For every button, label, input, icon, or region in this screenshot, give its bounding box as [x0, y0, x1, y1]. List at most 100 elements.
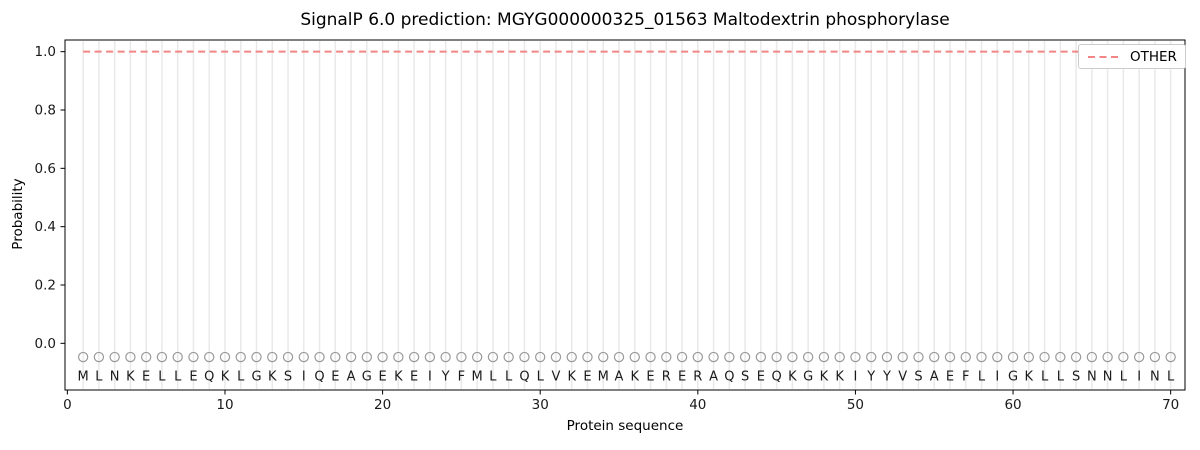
residue-marker — [109, 351, 120, 363]
sequence-letter: E — [189, 370, 197, 385]
residue-marker — [408, 351, 420, 363]
residue-marker — [724, 351, 735, 363]
sequence-letter: Q — [204, 370, 214, 385]
sequence-letter: A — [930, 370, 939, 385]
residue-marker — [519, 351, 530, 363]
sequence-letter: G — [1008, 370, 1018, 385]
axes-frame — [64, 39, 1186, 391]
sequence-letter: M — [598, 370, 609, 385]
sequence-letter: I — [854, 370, 858, 385]
sequence-letter: E — [678, 370, 686, 385]
sequence-letter: A — [615, 370, 624, 385]
residue-marker — [787, 351, 798, 363]
sequence-letter: R — [662, 370, 671, 385]
residue-marker — [330, 351, 341, 363]
sequence-letter: I — [428, 370, 432, 385]
residue-marker — [235, 351, 246, 363]
residue-marker — [1149, 351, 1161, 363]
sequence-letter: E — [583, 370, 591, 385]
y-tick-label: 0.6 — [35, 161, 56, 177]
sequence-letter: N — [1150, 370, 1160, 385]
residue-marker — [613, 351, 625, 363]
residue-marker — [440, 351, 451, 363]
residue-marker — [865, 351, 877, 363]
residue-marker — [1007, 351, 1019, 363]
sequence-letter: Y — [866, 370, 875, 385]
sequence-letter: I — [1137, 370, 1141, 385]
sequence-letter: L — [505, 370, 513, 385]
residue-marker — [282, 351, 294, 363]
sequence-letter: E — [757, 370, 765, 385]
residue-marker — [755, 351, 767, 363]
x-tick-label: 10 — [216, 397, 233, 413]
x-tick-label: 60 — [1004, 397, 1021, 413]
sequence-letter: E — [946, 370, 954, 385]
residue-marker — [629, 351, 640, 363]
sequence-letter: L — [158, 370, 166, 385]
sequence-letter: Q — [314, 370, 324, 385]
residue-marker — [645, 351, 656, 363]
residue-marker — [188, 351, 199, 363]
x-tick-label: 30 — [532, 397, 549, 413]
residue-marker — [125, 351, 136, 363]
x-tick-label: 0 — [63, 397, 72, 413]
x-axis-label: Protein sequence — [566, 418, 684, 434]
y-tick-label: 0.8 — [35, 103, 56, 119]
residue-marker — [456, 351, 467, 363]
residue-marker — [1039, 351, 1050, 363]
sequence-letter: A — [709, 370, 718, 385]
sequence-letter: N — [1103, 370, 1113, 385]
residue-marker — [487, 351, 499, 363]
y-tick-label: 1.0 — [35, 44, 56, 60]
sequence-letter: V — [552, 370, 561, 385]
residue-marker — [298, 351, 309, 363]
residue-marker — [1086, 351, 1098, 363]
residue-marker — [204, 351, 215, 363]
sequence-letter: K — [394, 370, 403, 385]
residue-marker — [802, 351, 814, 363]
residue-marker — [535, 351, 546, 363]
legend-box: OTHER — [1078, 44, 1186, 69]
x-tick-label: 40 — [689, 397, 706, 413]
residue-marker — [550, 351, 562, 363]
sequence-letter: K — [1025, 370, 1034, 385]
sequence-letter: I — [995, 370, 999, 385]
sequence-letter: K — [567, 370, 576, 385]
residue-marker — [960, 351, 971, 363]
sequence-letter: A — [347, 370, 356, 385]
residue-marker — [676, 351, 688, 363]
residue-marker — [834, 351, 845, 363]
sequence-letter: S — [914, 370, 922, 385]
y-tick-label: 0.4 — [35, 219, 56, 235]
residue-marker — [771, 351, 782, 363]
residue-marker — [913, 351, 924, 363]
x-tick-label: 50 — [847, 397, 864, 413]
sequence-letter: S — [1072, 370, 1080, 385]
sequence-letter: K — [835, 370, 844, 385]
residue-marker — [739, 351, 751, 363]
residue-marker — [929, 351, 940, 363]
residue-marker — [1070, 351, 1082, 363]
residue-marker — [661, 351, 672, 363]
residue-marker — [708, 351, 719, 363]
sequence-letter: V — [898, 370, 907, 385]
sequence-letter: E — [331, 370, 339, 385]
x-tick-label: 20 — [374, 397, 391, 413]
residue-marker — [1165, 351, 1176, 363]
residue-marker — [566, 351, 577, 363]
sequence-letter: Y — [882, 370, 891, 385]
residue-marker — [1023, 351, 1035, 363]
sequence-letter: L — [1167, 370, 1175, 385]
sequence-letter: E — [142, 370, 150, 385]
sequence-letter: L — [489, 370, 497, 385]
residue-marker — [503, 351, 514, 363]
sequence-letter: S — [284, 370, 292, 385]
residue-marker — [1133, 351, 1145, 363]
sequence-letter: Q — [772, 370, 782, 385]
sequence-letter: F — [962, 370, 969, 385]
x-tick-label: 70 — [1162, 397, 1179, 413]
residue-marker — [267, 351, 278, 363]
residue-marker — [944, 351, 956, 363]
sequence-letter: L — [1057, 370, 1065, 385]
y-tick-label: 0.2 — [35, 278, 56, 294]
